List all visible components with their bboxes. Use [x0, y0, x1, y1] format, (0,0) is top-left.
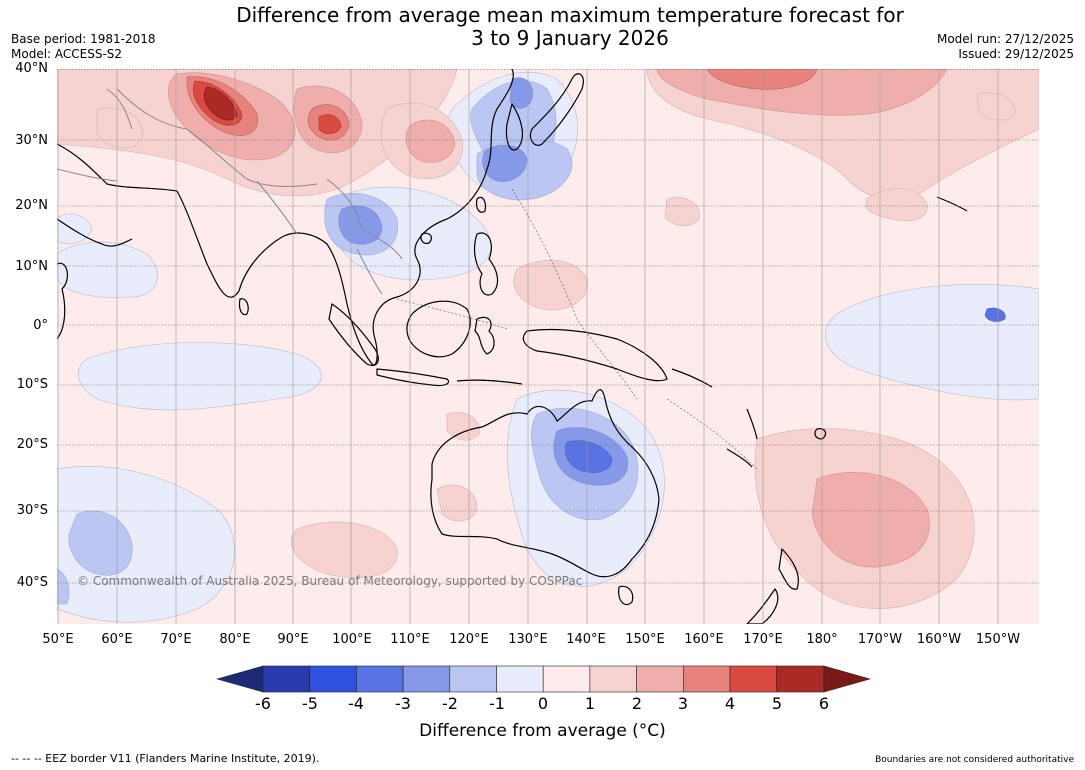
colorbar [216, 665, 871, 693]
colorbar-swatch-6 [496, 665, 544, 693]
colorbar-tick-m2: -2 [442, 694, 458, 713]
lesser-sunda [456, 379, 523, 385]
colorbar-swatch-2 [309, 665, 357, 693]
arabia-coastline [57, 218, 133, 247]
lon-label-90e: 90°E [277, 632, 309, 647]
map-title-line1: Difference from average mean maximum tem… [236, 3, 904, 27]
korea-coastline [505, 103, 524, 151]
colorbar-tick-m4: -4 [348, 694, 364, 713]
lat-label-0: 0° [33, 318, 48, 333]
lat-label-40s: 40°S [16, 575, 48, 590]
lon-label-60e: 60°E [101, 632, 133, 647]
philippines [473, 232, 499, 296]
lon-label-170w: 170°W [857, 632, 903, 647]
colorbar-swatch-9 [636, 665, 684, 693]
new-caledonia [726, 448, 753, 468]
tasmania [618, 585, 634, 606]
country-borders [57, 88, 403, 295]
model-run: Model run: 27/12/2025 [936, 32, 1074, 46]
colorbar-tick-4: 4 [724, 694, 736, 713]
colorbar-swatch-11 [729, 665, 778, 693]
taiwan [475, 196, 487, 213]
colorbar-swatch-4 [402, 665, 451, 693]
coastlines [57, 69, 968, 624]
new-zealand-north [778, 548, 799, 590]
colorbar-tick-2: 2 [631, 694, 643, 713]
borneo [406, 300, 471, 358]
australia [430, 389, 660, 578]
colorbar-swatch-5 [449, 665, 497, 693]
lon-label-180: 180° [806, 632, 838, 647]
eez-legend: -- -- -- EEZ border V11 (Flanders Marine… [11, 752, 320, 765]
solomon-islands [671, 368, 713, 388]
anomaly-field-coldest [565, 307, 1006, 473]
lon-label-150e: 150°E [625, 632, 665, 647]
model-name: Model: ACCESS-S2 [11, 47, 123, 61]
sulawesi [474, 316, 495, 355]
sumatra [328, 303, 379, 367]
lon-label-50e: 50°E [42, 632, 74, 647]
lon-label-140e: 140°E [566, 632, 606, 647]
lat-label-10s: 10°S [16, 377, 48, 392]
lon-label-160w: 160°W [916, 632, 962, 647]
issued-date: Issued: 29/12/2025 [958, 47, 1074, 61]
lat-label-20n: 20°N [15, 198, 48, 213]
colorbar-tick-0: 0 [537, 694, 549, 713]
colorbar-tick-6: 6 [818, 694, 830, 713]
forecast-map [57, 69, 1039, 624]
lat-label-20s: 20°S [16, 437, 48, 452]
run-info: Model run: 27/12/2025 Issued: 29/12/2025 [937, 32, 1074, 62]
colorbar-swatch-1 [262, 665, 311, 693]
map-title-line2: 3 to 9 January 2026 [471, 26, 669, 50]
colorbar-tick-m5: -5 [302, 694, 318, 713]
lat-label-30s: 30°S [16, 503, 48, 518]
lon-label-80e: 80°E [219, 632, 251, 647]
colorbar-tick-m1: -1 [489, 694, 505, 713]
lat-label-10n: 10°N [15, 259, 48, 274]
colorbar-tick-m3: -3 [395, 694, 411, 713]
colorbar-tick-3: 3 [677, 694, 689, 713]
new-zealand-south [746, 588, 779, 624]
colorbar-title: Difference from average (°C) [419, 721, 666, 741]
vanuatu [746, 408, 758, 440]
asia-coastline [57, 69, 514, 366]
japan-coastline [529, 73, 584, 146]
lon-label-100e: 100°E [332, 632, 372, 647]
colorbar-swatch-10 [682, 665, 731, 693]
lon-label-160e: 160°E [684, 632, 724, 647]
anomaly-field-hottest [203, 86, 238, 121]
sri-lanka [238, 298, 249, 316]
colorbar-swatch-below [216, 665, 264, 693]
lon-label-150w: 150°W [975, 632, 1021, 647]
horn-of-africa-coastline [57, 262, 69, 340]
hainan [420, 232, 433, 244]
colorbar-swatch-12 [776, 665, 825, 693]
colorbar-tick-5: 5 [771, 694, 783, 713]
lon-label-110e: 110°E [390, 632, 430, 647]
lon-label-130e: 130°E [508, 632, 548, 647]
meridians [57, 69, 999, 624]
colorbar-swatch-7 [542, 665, 591, 693]
java [376, 368, 450, 387]
lon-label-120e: 120°E [449, 632, 489, 647]
model-info: Base period: 1981-2018 Model: ACCESS-S2 [11, 32, 156, 62]
boundaries-disclaimer: Boundaries are not considered authoritat… [875, 755, 1074, 765]
colorbar-swatch-above [823, 665, 871, 693]
map-title: Difference from average mean maximum tem… [0, 4, 1085, 50]
copyright-notice: © Commonwealth of Australia 2025, Bureau… [77, 574, 583, 588]
lon-label-170e: 170°E [743, 632, 783, 647]
base-period: Base period: 1981-2018 [11, 32, 156, 46]
colorbar-tick-1: 1 [584, 694, 596, 713]
colorbar-swatch-3 [356, 665, 404, 693]
colorbar-tick-m6: -6 [255, 694, 271, 713]
lat-label-40n: 40°N [15, 61, 48, 76]
lon-label-70e: 70°E [160, 632, 192, 647]
colorbar-swatch-8 [589, 665, 637, 693]
lat-label-30n: 30°N [15, 133, 48, 148]
new-guinea [522, 328, 668, 382]
hawaii-chain [936, 196, 968, 212]
